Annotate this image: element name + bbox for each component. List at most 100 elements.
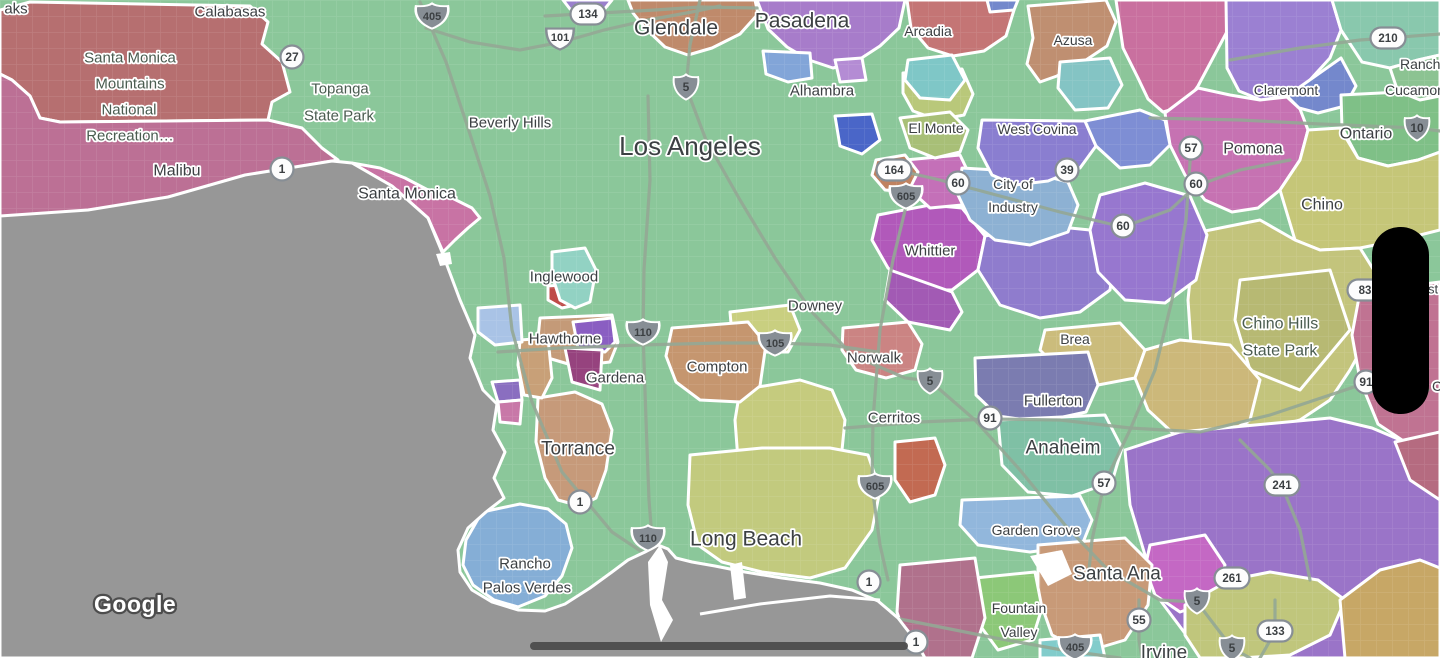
map-label-industry: Industry bbox=[988, 199, 1038, 215]
state-route-oval-icon bbox=[1369, 26, 1407, 50]
interstate-shield-icon bbox=[625, 318, 661, 346]
highway-shield-405: 405 bbox=[1057, 633, 1093, 658]
road-us-101 bbox=[424, 4, 722, 52]
breakwater bbox=[699, 594, 881, 616]
shield-number: 10 bbox=[1410, 121, 1424, 135]
bottom-drag-bar[interactable] bbox=[530, 642, 908, 650]
highway-shield-261: 261 bbox=[1213, 566, 1251, 590]
map-label-rancho: Rancho bbox=[1400, 56, 1440, 72]
map-label-valley: Valley bbox=[1000, 624, 1037, 640]
highway-shield-1: 1 bbox=[903, 629, 929, 655]
shield-number: 57 bbox=[1184, 141, 1198, 155]
map-label-pasadena: Pasadena bbox=[755, 9, 850, 32]
map-label-c: C bbox=[1432, 378, 1440, 394]
highway-shield-134: 134 bbox=[569, 2, 607, 26]
map-label-malibu: Malibu bbox=[153, 163, 200, 180]
state-route-oval-icon bbox=[1256, 619, 1294, 643]
map-label-los-angeles: Los Angeles bbox=[619, 131, 761, 161]
map-label-compton: Compton bbox=[687, 358, 748, 375]
shield-number: 57 bbox=[1097, 476, 1111, 490]
state-route-oval-icon bbox=[875, 158, 913, 182]
highway-shield-60: 60 bbox=[1183, 171, 1209, 197]
state-route-circle-icon bbox=[856, 569, 882, 595]
map-label-city-of: City of bbox=[993, 176, 1033, 192]
highway-shield-1: 1 bbox=[856, 569, 882, 595]
highway-shield-10: 10 bbox=[1403, 114, 1431, 142]
map-label-topanga: Topanga bbox=[311, 80, 369, 97]
highway-shield-57: 57 bbox=[1178, 135, 1204, 161]
shield-number: 261 bbox=[1222, 573, 1242, 585]
map-label-recreation-: Recreation… bbox=[86, 127, 174, 144]
state-route-circle-icon bbox=[1183, 171, 1209, 197]
state-route-oval-icon bbox=[1213, 566, 1251, 590]
shield-number: 60 bbox=[951, 176, 965, 190]
map-label-west-covina: West Covina bbox=[997, 121, 1076, 137]
interstate-shield-icon bbox=[414, 2, 450, 30]
road-i-105 bbox=[496, 341, 880, 354]
map-label-santa-ana: Santa Ana bbox=[1073, 564, 1161, 585]
shield-number: 5 bbox=[1194, 594, 1201, 608]
state-route-oval-icon bbox=[1263, 473, 1301, 497]
highway-shield-1: 1 bbox=[269, 156, 295, 182]
highway-shield-210: 210 bbox=[1369, 26, 1407, 50]
shield-number: 60 bbox=[1189, 177, 1203, 191]
shield-number: 605 bbox=[866, 481, 884, 493]
state-route-oval-icon bbox=[569, 2, 607, 26]
state-route-circle-icon bbox=[1110, 213, 1136, 239]
map-label-chino: Chino bbox=[1301, 197, 1343, 214]
state-route-circle-icon bbox=[279, 44, 305, 70]
interstate-shield-icon bbox=[630, 524, 666, 552]
map-label-irvine: Irvine bbox=[1141, 643, 1187, 658]
ocean-layer bbox=[0, 159, 927, 658]
map-label-whittier: Whittier bbox=[905, 242, 956, 259]
shield-number: 133 bbox=[1265, 626, 1284, 638]
map-label-norwalk: Norwalk bbox=[847, 349, 902, 366]
highway-shield-91: 91 bbox=[1353, 369, 1379, 395]
map-label-ontario: Ontario bbox=[1340, 126, 1393, 143]
highway-shield-605: 605 bbox=[888, 182, 924, 210]
shield-number: 27 bbox=[285, 50, 299, 64]
map-label-fullerton: Fullerton bbox=[1024, 392, 1082, 409]
highway-shield-5: 5 bbox=[1218, 634, 1246, 658]
map-label-rancho: Rancho bbox=[499, 555, 551, 572]
map-label-layer: aks Calabasas Santa Monica Mountains Nationa… bbox=[3, 0, 1440, 658]
shield-number: 105 bbox=[766, 338, 784, 350]
map-label-santa-monica: Santa Monica bbox=[358, 186, 456, 203]
overlay-layer: Google bbox=[92, 227, 1429, 650]
google-logo[interactable]: Google bbox=[92, 589, 178, 620]
map-label-torrance: Torrance bbox=[541, 439, 615, 460]
map-label-palos-verdes: Palos Verdes bbox=[483, 579, 571, 596]
highway-shield-27: 27 bbox=[279, 44, 305, 70]
shield-number: 5 bbox=[1229, 641, 1236, 655]
shield-number: 5 bbox=[683, 80, 690, 94]
interstate-shield-icon bbox=[1403, 114, 1431, 142]
highway-shield-405: 405 bbox=[414, 2, 450, 30]
map-label-beverly-hills: Beverly Hills bbox=[469, 114, 552, 131]
map-label-glendale: Glendale bbox=[634, 16, 718, 39]
map-label-st: st bbox=[1428, 282, 1439, 297]
shield-number: 605 bbox=[897, 191, 915, 203]
map-label-aks: aks bbox=[4, 0, 27, 17]
map-label-inglewood: Inglewood bbox=[530, 268, 598, 285]
harbor-layer bbox=[436, 252, 1072, 642]
state-route-circle-icon bbox=[945, 170, 971, 196]
map-label-mountains: Mountains bbox=[95, 75, 164, 92]
harbor-pier-west bbox=[648, 545, 673, 642]
highway-shield-105: 105 bbox=[757, 329, 793, 357]
highway-shield-5: 5 bbox=[916, 367, 944, 395]
state-route-circle-icon bbox=[1126, 607, 1152, 633]
seal-beach-naval bbox=[1030, 550, 1072, 586]
highway-shield-60: 60 bbox=[1110, 213, 1136, 239]
shield-number: 39 bbox=[1060, 163, 1074, 177]
redaction-overlay bbox=[1372, 227, 1429, 414]
shield-number: 60 bbox=[1116, 219, 1130, 233]
interstate-shield-icon bbox=[672, 73, 700, 101]
map-label-cerritos: Cerritos bbox=[868, 409, 921, 426]
highway-shield-110: 110 bbox=[625, 318, 661, 346]
shield-number: 91 bbox=[983, 411, 997, 425]
highway-shield-164: 164 bbox=[875, 158, 913, 182]
marina-notch bbox=[436, 252, 452, 266]
map-label-fountain: Fountain bbox=[992, 600, 1046, 616]
